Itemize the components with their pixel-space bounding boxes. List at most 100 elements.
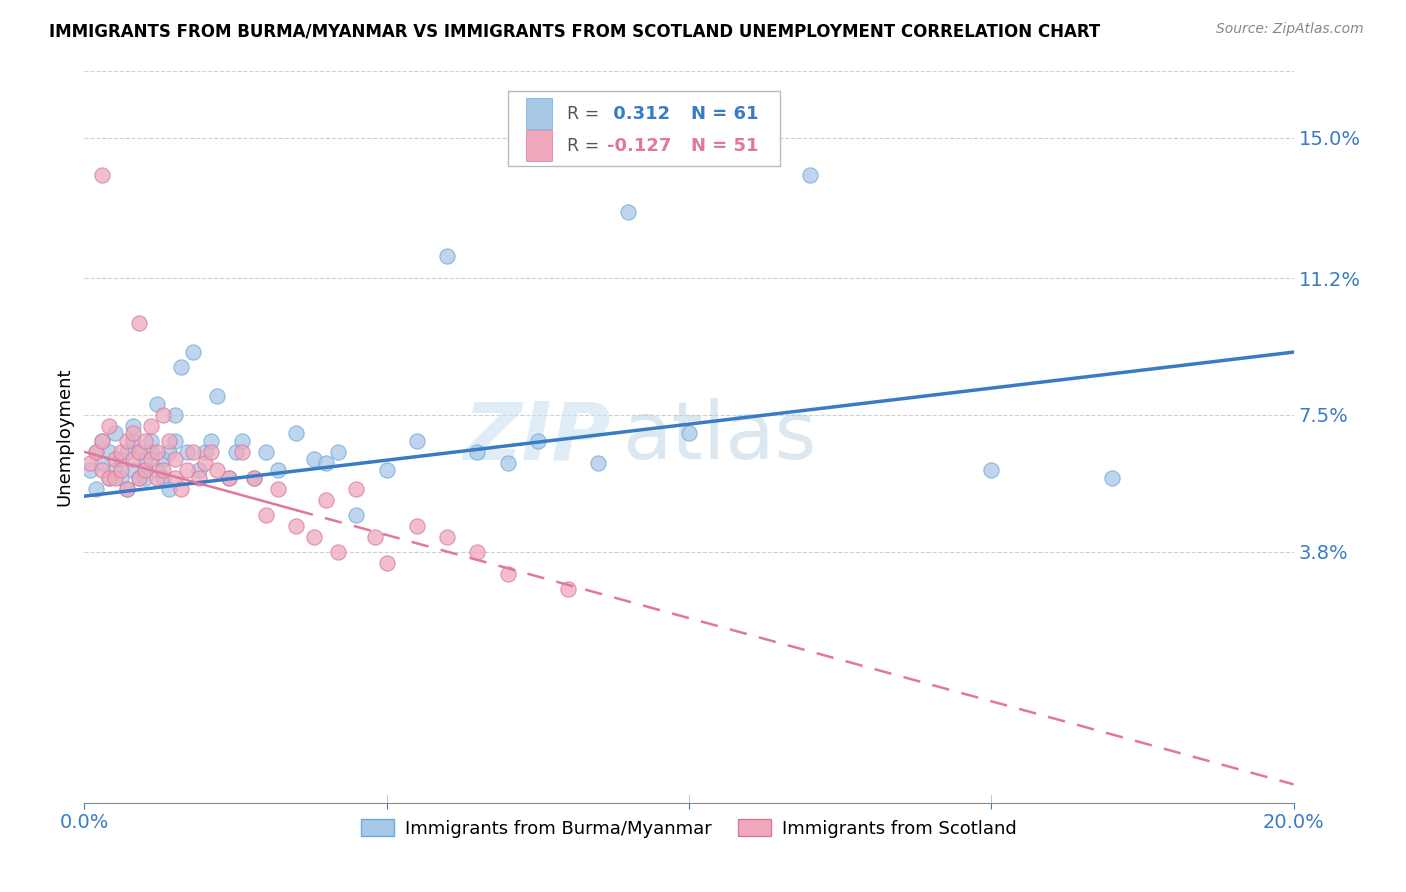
Point: [678, 426, 700, 441]
Point: [157, 482, 180, 496]
Point: [121, 419, 143, 434]
Point: [231, 434, 253, 448]
Point: [134, 463, 156, 477]
Point: [181, 445, 204, 459]
Point: [134, 452, 156, 467]
Point: [254, 508, 277, 522]
Point: [134, 463, 156, 477]
Point: [91, 434, 114, 448]
Point: [165, 408, 187, 422]
Point: [115, 482, 138, 496]
Point: [121, 426, 143, 441]
Point: [980, 463, 1002, 477]
Point: [496, 456, 519, 470]
Point: [346, 508, 368, 522]
Point: [104, 463, 127, 477]
Text: ZIP: ZIP: [463, 398, 610, 476]
Point: [146, 471, 169, 485]
Point: [104, 471, 127, 485]
Point: [617, 204, 640, 219]
Point: [165, 471, 187, 485]
Text: N = 51: N = 51: [692, 136, 759, 155]
Point: [315, 492, 337, 507]
Point: [267, 482, 290, 496]
Text: R =: R =: [567, 105, 599, 123]
Point: [242, 471, 264, 485]
Point: [110, 445, 132, 459]
Point: [218, 471, 240, 485]
Point: [91, 434, 114, 448]
Point: [139, 419, 162, 434]
Point: [121, 463, 143, 477]
Text: IMMIGRANTS FROM BURMA/MYANMAR VS IMMIGRANTS FROM SCOTLAND UNEMPLOYMENT CORRELATI: IMMIGRANTS FROM BURMA/MYANMAR VS IMMIGRA…: [49, 22, 1101, 40]
Point: [139, 445, 162, 459]
Y-axis label: Unemployment: Unemployment: [55, 368, 73, 507]
Text: atlas: atlas: [623, 398, 817, 476]
Point: [467, 544, 489, 558]
Point: [97, 445, 120, 459]
Point: [188, 463, 211, 477]
Point: [97, 471, 120, 485]
Point: [315, 456, 337, 470]
Point: [194, 445, 217, 459]
Point: [1101, 471, 1123, 485]
Point: [302, 452, 325, 467]
Point: [115, 482, 138, 496]
Point: [146, 463, 169, 477]
Point: [134, 471, 156, 485]
Point: [328, 544, 350, 558]
FancyBboxPatch shape: [508, 91, 780, 167]
Point: [104, 426, 127, 441]
Point: [242, 471, 264, 485]
Point: [194, 456, 217, 470]
Point: [152, 463, 174, 477]
Point: [188, 471, 211, 485]
Point: [254, 445, 277, 459]
Text: N = 61: N = 61: [692, 105, 759, 123]
Point: [170, 359, 193, 374]
Point: [467, 445, 489, 459]
Point: [799, 168, 821, 182]
Point: [86, 482, 108, 496]
Point: [346, 482, 368, 496]
Point: [170, 482, 193, 496]
Point: [91, 168, 114, 182]
Point: [128, 316, 150, 330]
Point: [176, 463, 198, 477]
Point: [152, 471, 174, 485]
Point: [157, 445, 180, 459]
Point: [152, 452, 174, 467]
Point: [91, 456, 114, 470]
Point: [165, 434, 187, 448]
Point: [134, 434, 156, 448]
Point: [200, 445, 222, 459]
Point: [104, 452, 127, 467]
Point: [91, 463, 114, 477]
Point: [110, 452, 132, 467]
Point: [146, 445, 169, 459]
Point: [363, 530, 385, 544]
Point: [110, 471, 132, 485]
Point: [157, 434, 180, 448]
Point: [200, 434, 222, 448]
Point: [139, 452, 162, 467]
Point: [97, 471, 120, 485]
Point: [218, 471, 240, 485]
Point: [139, 434, 162, 448]
Point: [110, 463, 132, 477]
FancyBboxPatch shape: [526, 130, 553, 161]
Point: [128, 445, 150, 459]
Point: [128, 471, 150, 485]
Point: [86, 445, 108, 459]
Point: [406, 434, 429, 448]
Text: Source: ZipAtlas.com: Source: ZipAtlas.com: [1216, 22, 1364, 37]
Point: [115, 445, 138, 459]
Text: 0.312: 0.312: [607, 105, 669, 123]
Point: [285, 518, 308, 533]
Point: [181, 345, 204, 359]
Point: [436, 530, 458, 544]
Point: [207, 389, 229, 403]
Point: [128, 445, 150, 459]
Point: [302, 530, 325, 544]
Point: [79, 463, 101, 477]
